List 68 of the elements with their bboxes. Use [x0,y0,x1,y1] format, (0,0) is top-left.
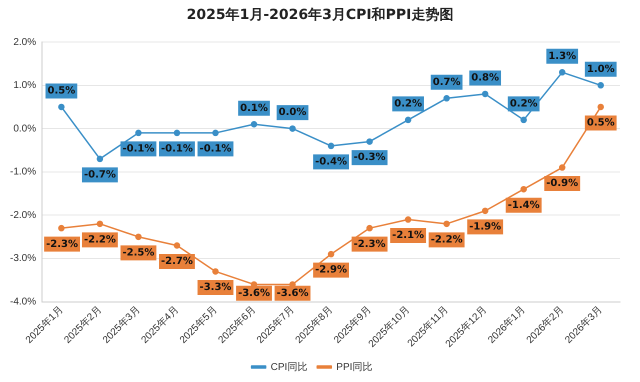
data-label: -0.7% [84,169,116,180]
point [366,224,373,232]
point [212,130,219,136]
point [289,125,296,132]
data-label: -0.9% [546,178,578,190]
point [597,104,604,110]
legend-label: PPI同比 [336,360,372,373]
data-label: 0.5% [586,118,615,129]
point [96,220,104,228]
data-label: -3.6% [276,288,308,299]
y-tick-label: 1.0% [13,80,36,92]
data-label: -0.1% [200,144,232,155]
data-label: 0.1% [240,102,268,114]
point [597,82,604,89]
y-tick-label: 0.0% [13,123,36,134]
y-tick-label: -2.0% [10,210,36,221]
point [250,121,258,128]
point [558,69,566,76]
data-label: -1.9% [469,221,502,232]
data-label: -0.1% [161,144,193,155]
data-label: -0.4% [315,156,348,168]
point [443,95,450,102]
y-tick-label: 2.0% [13,36,36,48]
data-label: -2.5% [122,247,154,258]
point [482,208,488,214]
point [404,216,412,223]
data-label: 0.5% [48,86,76,97]
point [135,130,142,136]
data-label: 1.3% [548,50,576,62]
y-tick-label: -3.0% [10,253,36,264]
point [135,234,142,240]
data-label: -2.7% [161,256,193,268]
data-label: -2.2% [430,234,463,246]
data-label: -3.3% [200,282,232,294]
point [174,242,180,249]
y-tick-label: -4.0% [10,296,36,308]
data-label: -2.9% [315,264,348,276]
data-label: -2.3% [46,238,78,250]
data-label: -3.6% [238,288,270,299]
point [328,250,334,258]
point [366,138,373,145]
point [212,268,219,275]
point [520,186,527,192]
point [58,104,65,110]
legend-label: CPI同比 [270,360,308,373]
data-label: 1.0% [586,64,615,75]
point [443,220,450,228]
point [404,116,412,124]
data-label: -1.4% [508,200,540,211]
data-label: 0.7% [432,76,461,88]
data-label: 0.2% [510,98,538,110]
data-label: -2.3% [354,238,386,250]
point [58,224,65,232]
data-label: -0.1% [122,144,154,155]
data-label: -0.3% [354,152,386,164]
y-tick-label: -1.0% [10,166,36,178]
point [520,116,527,124]
data-label: -2.2% [84,234,116,246]
point [174,130,180,136]
data-label: -2.1% [392,230,424,242]
data-label: 0.2% [394,98,422,110]
point [96,156,104,162]
point [558,164,566,171]
data-label: 0.8% [471,72,500,84]
data-label: 0.0% [278,107,306,118]
point [482,90,488,98]
chart-title: 2025年1月-2026年3月CPI和PPI走势图 [186,6,454,25]
point [328,142,334,150]
